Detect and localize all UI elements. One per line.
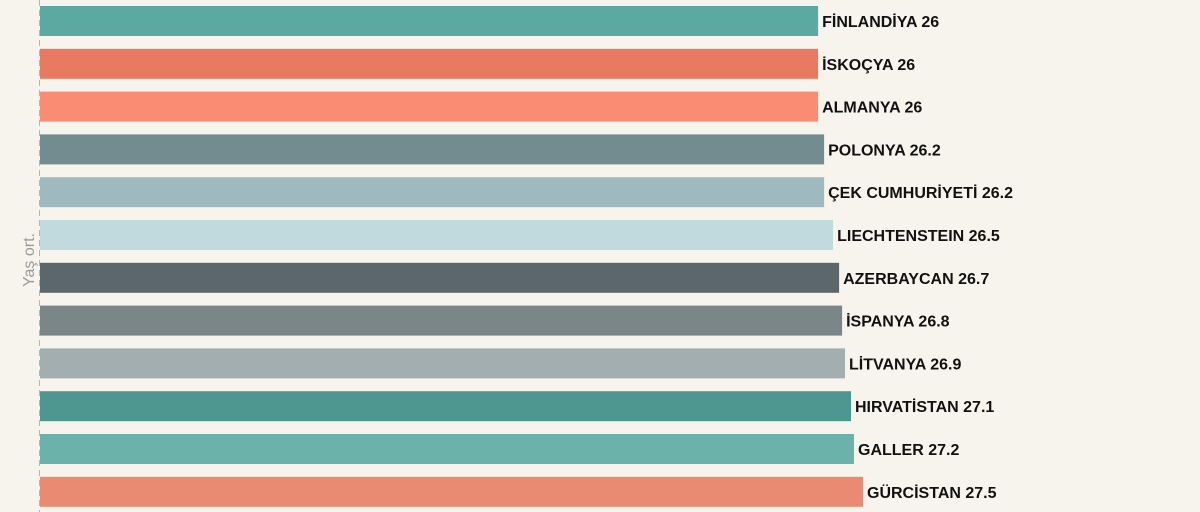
y-axis-title: Yaş ort. [21,233,38,287]
bar [40,262,840,293]
bar-data-label: POLONYA 26.2 [828,142,941,159]
bar-data-label: HIRVATİSTAN 27.1 [855,398,994,416]
bar [40,177,825,208]
bar [40,434,854,464]
bar-data-label: İSKOÇYA 26 [822,56,915,74]
bar-data-label: ALMANYA 26 [822,100,922,117]
bar-data-label: GALLER 27.2 [858,442,959,459]
bar-data-label: AZERBAYCAN 26.7 [843,271,989,288]
bar [40,476,863,507]
bar [40,220,834,250]
bar-data-label: İSPANYA 26.8 [846,313,950,331]
bar-data-label: LIECHTENSTEIN 26.5 [837,228,1000,245]
bar-data-label: FİNLANDİYA 26 [822,13,939,31]
bar [40,134,825,165]
bar-data-label: ÇEK CUMHURİYETİ 26.2 [828,184,1013,202]
bar-data-label: LİTVANYA 26.9 [849,355,961,373]
bar-data-label: GÜRCİSTAN 27.5 [867,483,997,502]
bar [40,305,843,336]
bars-group: FİNLANDİYA 26 İSKOÇYA 26 ALMANYA 26 POLONYA… [40,6,1013,507]
bar [40,348,845,379]
bar [40,391,851,422]
bar [40,48,819,79]
bar [40,91,819,122]
bar [40,6,819,36]
